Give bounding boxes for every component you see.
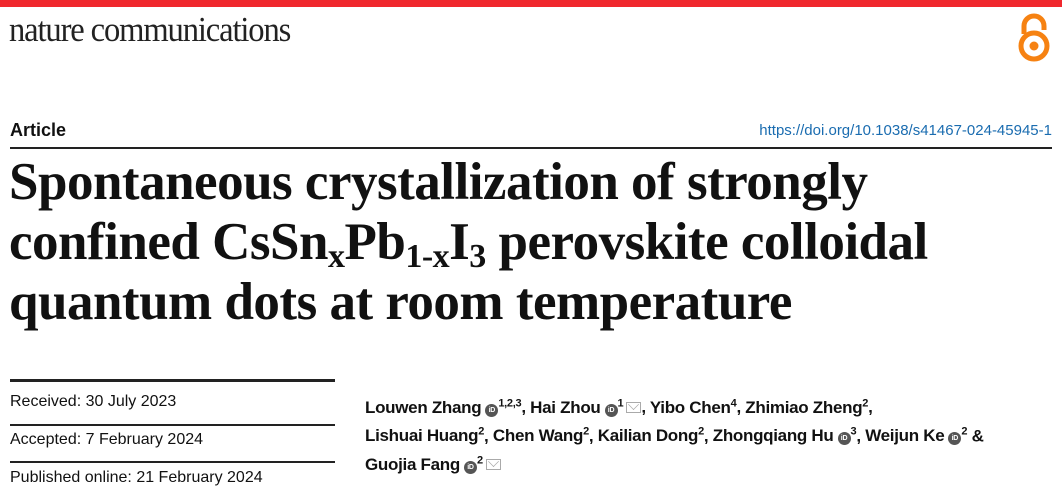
published-date: Published online: 21 February 2024 — [10, 469, 263, 486]
author[interactable]: Louwen Zhang iD1,2,3 — [365, 397, 522, 417]
affiliation-number: 2 — [478, 425, 485, 438]
subscript: 3 — [469, 238, 486, 275]
author-name[interactable]: Louwen Zhang — [365, 397, 482, 417]
author-name[interactable]: Zhongqiang Hu — [712, 426, 834, 446]
orcid-icon[interactable]: iD — [485, 403, 499, 417]
subscript: x — [327, 238, 345, 275]
orcid-icon[interactable]: iD — [463, 460, 477, 474]
email-icon[interactable] — [626, 401, 642, 413]
article-title: Spontaneous crystallization of strongly … — [9, 152, 928, 332]
divider — [10, 147, 1052, 149]
subscript: 1-x — [405, 238, 450, 275]
orcid-icon[interactable]: iD — [837, 432, 851, 446]
author-name[interactable]: Guojia Fang — [365, 454, 460, 474]
author-name[interactable]: Chen Wang — [492, 426, 584, 446]
author-name[interactable]: Lishuai Huang — [365, 426, 479, 446]
divider — [10, 379, 335, 382]
title-text: confined CsSn — [9, 213, 328, 271]
author[interactable]: Weijun Ke iD2 — [865, 425, 968, 446]
author[interactable]: Guojia Fang iD2 — [365, 454, 501, 474]
article-type: Article — [10, 120, 67, 140]
author[interactable]: Hai Zhou iD1 — [530, 397, 642, 417]
title-text: Pb — [344, 213, 406, 271]
author-name[interactable]: Weijun Ke — [865, 426, 945, 446]
title-line: Spontaneous crystallization of strongly — [9, 153, 868, 211]
author[interactable]: Zhimiao Zheng2 — [745, 397, 869, 417]
author[interactable]: Yibo Chen4 — [649, 397, 737, 417]
divider — [10, 461, 335, 463]
title-text: I — [449, 213, 470, 271]
author[interactable]: Chen Wang2 — [492, 425, 589, 446]
orcid-icon[interactable]: iD — [604, 403, 618, 417]
open-access-lock-icon — [1018, 13, 1050, 62]
received-date: Received: 30 July 2023 — [10, 393, 177, 410]
doi-link[interactable]: https://doi.org/10.1038/s41467-024-45945… — [759, 122, 1052, 139]
author[interactable]: Lishuai Huang2 — [365, 425, 485, 446]
journal-logo: nature communications — [9, 10, 291, 49]
affiliation-number: 2 — [961, 425, 968, 438]
author[interactable]: Zhongqiang Hu iD3 — [712, 425, 857, 446]
title-text: perovskite colloidal — [485, 213, 929, 271]
affiliation-number: 2 — [698, 425, 704, 438]
author[interactable]: Kailian Dong2 — [597, 425, 704, 446]
accepted-date: Accepted: 7 February 2024 — [10, 431, 204, 448]
journal-brand-bar — [0, 0, 1062, 7]
affiliation-number: 1 — [617, 397, 624, 409]
affiliation-number: 2 — [862, 397, 869, 409]
email-icon[interactable] — [485, 458, 501, 470]
author-name[interactable]: Yibo Chen — [649, 397, 731, 417]
affiliation-number: 3 — [850, 425, 857, 438]
title-line: quantum dots at room temperature — [9, 273, 792, 331]
author-name[interactable]: Kailian Dong — [597, 426, 699, 446]
author-list: Louwen Zhang iD1,2,3, Hai Zhou iD1, Yibo C… — [365, 397, 984, 474]
orcid-icon[interactable]: iD — [948, 432, 962, 446]
affiliation-number: 2 — [583, 425, 589, 438]
affiliation-number: 1,2,3 — [498, 397, 522, 409]
title-line: confined CsSnxPb1-xI3 perovskite colloid… — [9, 212, 929, 275]
author-name[interactable]: Hai Zhou — [530, 397, 601, 417]
affiliation-number: 4 — [730, 397, 737, 409]
divider — [10, 424, 335, 426]
author-name[interactable]: Zhimiao Zheng — [745, 397, 863, 417]
affiliation-number: 2 — [476, 454, 483, 467]
